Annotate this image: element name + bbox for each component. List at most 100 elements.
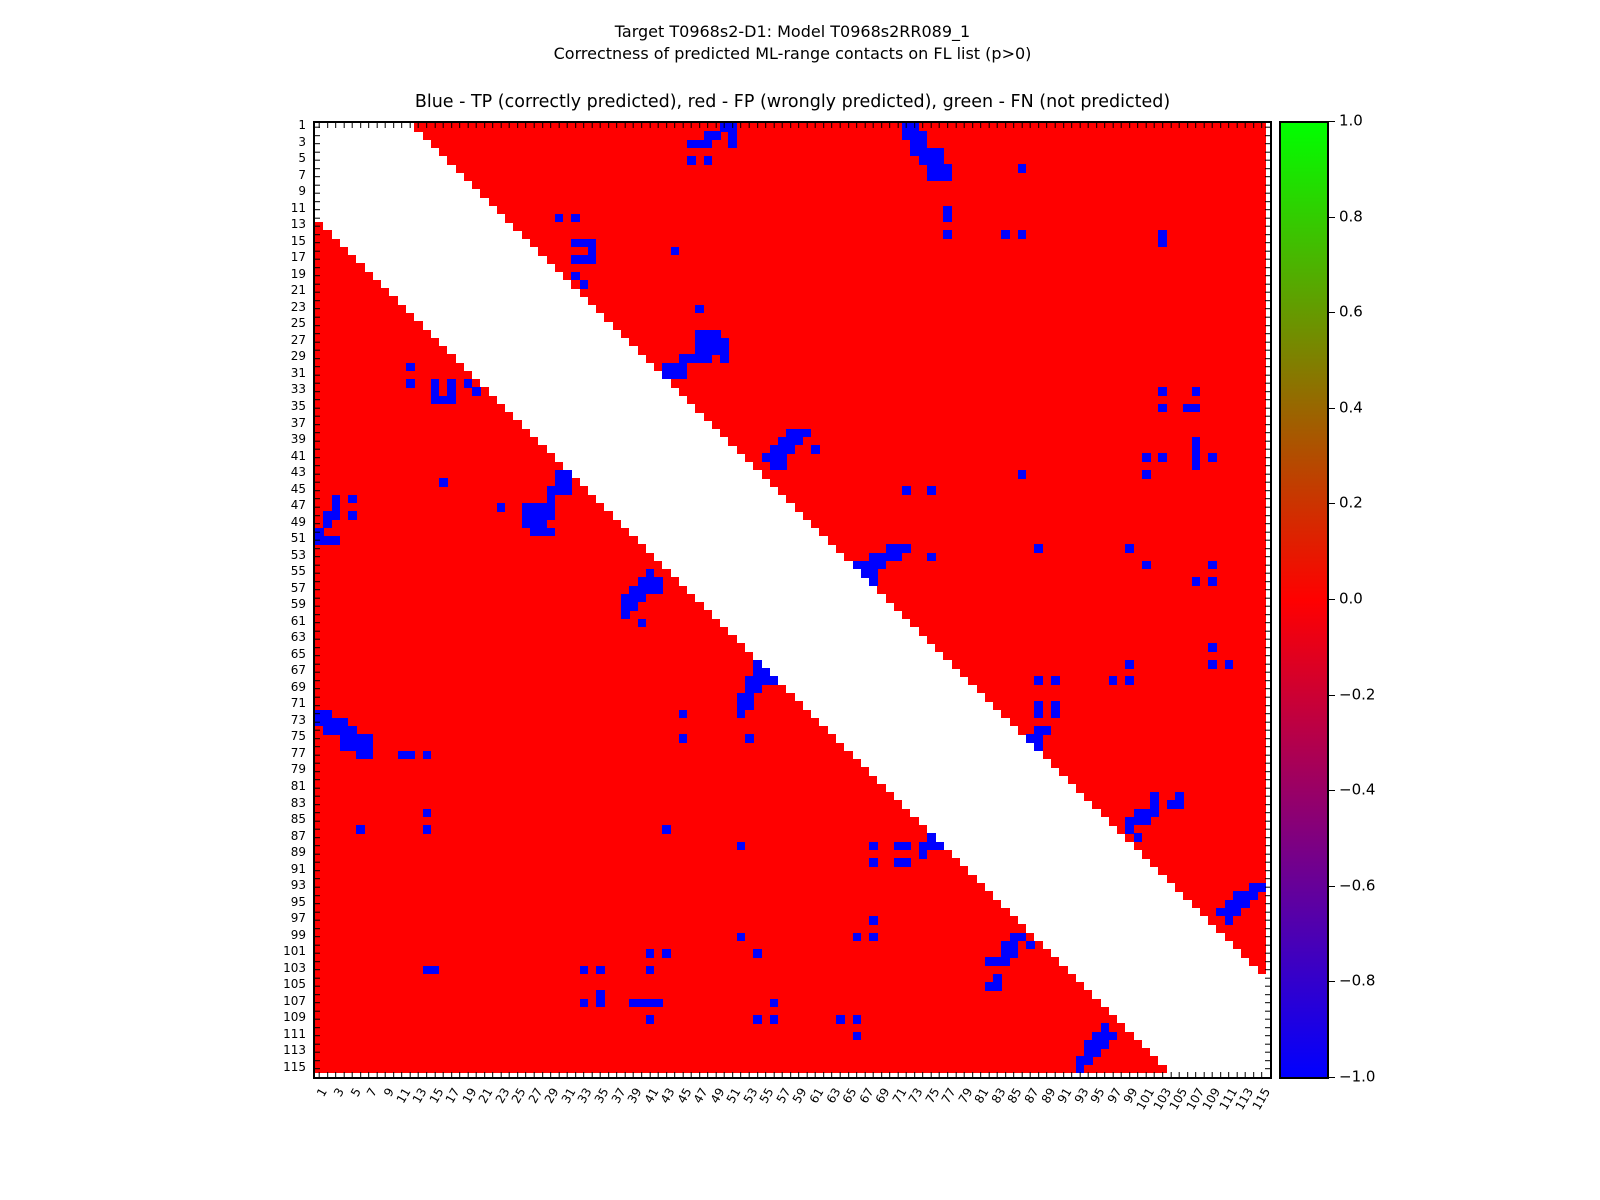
colorbar-tick-label: 0.6 xyxy=(1339,302,1363,321)
colorbar-tick-label: −1.0 xyxy=(1339,1067,1376,1086)
fp-region xyxy=(778,486,1266,496)
tp-cell xyxy=(579,255,589,264)
tp-cell xyxy=(687,354,696,363)
tp-cell xyxy=(331,536,341,545)
fp-region xyxy=(976,684,1266,694)
tp-cell xyxy=(1150,792,1159,801)
fp-region xyxy=(951,659,1266,669)
tp-cell xyxy=(1017,230,1027,239)
fp-region xyxy=(315,362,464,372)
tp-cell xyxy=(1034,701,1043,710)
tp-cell xyxy=(687,156,696,165)
tp-cell xyxy=(1001,949,1010,958)
fp-region xyxy=(315,800,903,810)
tp-cell xyxy=(323,536,332,545)
fp-region xyxy=(315,833,936,843)
tp-cell xyxy=(1183,403,1192,413)
x-tick-label: 61 xyxy=(806,1085,827,1106)
tp-cell xyxy=(1108,1031,1118,1041)
contact-map xyxy=(313,121,1272,1079)
fp-region xyxy=(654,362,1266,372)
tp-cell xyxy=(1133,808,1143,818)
fp-region xyxy=(852,560,1266,570)
colorbar-tick xyxy=(1329,790,1335,792)
x-tick-label: 27 xyxy=(525,1085,546,1106)
fp-region xyxy=(315,395,497,405)
fp-region xyxy=(835,544,1266,553)
tp-cell xyxy=(1166,800,1176,809)
tp-cell xyxy=(422,825,432,834)
fp-region xyxy=(513,222,1266,231)
y-tick-label: 37 xyxy=(290,415,306,430)
tp-cell xyxy=(811,445,820,454)
tp-cell xyxy=(678,354,688,363)
tp-cell xyxy=(331,503,341,512)
colorbar xyxy=(1279,121,1329,1079)
tp-cell xyxy=(885,544,895,553)
tp-cell xyxy=(654,577,663,586)
tp-cell xyxy=(1150,800,1159,809)
tp-cell xyxy=(736,841,746,851)
tp-cell xyxy=(554,469,564,479)
tp-cell xyxy=(720,346,729,355)
y-tick-label: 91 xyxy=(290,861,306,876)
tp-cell xyxy=(910,139,919,149)
y-tick-label: 89 xyxy=(290,845,306,860)
tp-cell xyxy=(877,552,886,562)
fp-region xyxy=(315,940,1043,950)
tp-cell xyxy=(323,709,332,719)
tp-cell xyxy=(935,164,944,173)
fp-region xyxy=(315,907,1010,917)
tp-cell xyxy=(596,965,605,975)
tp-cell xyxy=(348,734,357,743)
axes-title: Blue - TP (correctly predicted), red - F… xyxy=(414,92,1171,112)
y-tick-label: 21 xyxy=(290,283,306,298)
tp-cell xyxy=(629,602,638,611)
y-tick-label: 43 xyxy=(290,465,306,480)
fp-region xyxy=(315,965,1068,975)
fp-region xyxy=(885,593,1266,603)
x-tick-label: 67 xyxy=(856,1085,877,1106)
tp-cell xyxy=(405,750,415,760)
fp-region xyxy=(736,445,1266,454)
tp-cell xyxy=(1133,833,1143,842)
fp-region xyxy=(1166,874,1266,884)
tp-cell xyxy=(678,734,688,743)
y-tick-label: 79 xyxy=(290,762,306,777)
tp-cell xyxy=(728,131,738,140)
y-tick-label: 73 xyxy=(290,712,306,727)
tp-cell xyxy=(530,503,539,512)
fp-region xyxy=(315,701,803,710)
fp-region xyxy=(1059,767,1266,776)
fp-region xyxy=(984,693,1266,702)
tp-cell xyxy=(463,379,473,388)
tp-cell xyxy=(902,131,911,140)
tp-cell xyxy=(1034,726,1043,735)
tp-cell xyxy=(1084,1048,1093,1057)
fp-region xyxy=(877,585,1266,595)
x-tick-label: 51 xyxy=(724,1085,744,1106)
tp-cell xyxy=(902,486,911,496)
fp-region xyxy=(315,511,613,520)
tp-cell xyxy=(637,593,647,603)
tp-cell xyxy=(745,701,754,710)
fp-region xyxy=(315,313,415,322)
tp-cell xyxy=(1125,825,1134,834)
fp-region xyxy=(315,618,721,628)
tp-cell xyxy=(869,916,878,925)
tp-cell xyxy=(629,998,638,1008)
tp-cell xyxy=(1050,676,1060,686)
fp-region xyxy=(315,849,952,859)
fp-region xyxy=(1257,965,1266,975)
y-tick-label: 3 xyxy=(298,134,306,149)
tp-cell xyxy=(835,1015,845,1024)
fp-region xyxy=(637,346,1266,355)
tp-cell xyxy=(893,552,903,562)
colorbar-tick xyxy=(1329,121,1335,122)
tp-cell xyxy=(918,841,928,851)
tp-cell xyxy=(1108,676,1118,686)
tp-cell xyxy=(1001,957,1010,966)
tp-cell xyxy=(852,1015,862,1024)
tp-cell xyxy=(687,139,696,149)
tp-cell xyxy=(703,354,713,363)
